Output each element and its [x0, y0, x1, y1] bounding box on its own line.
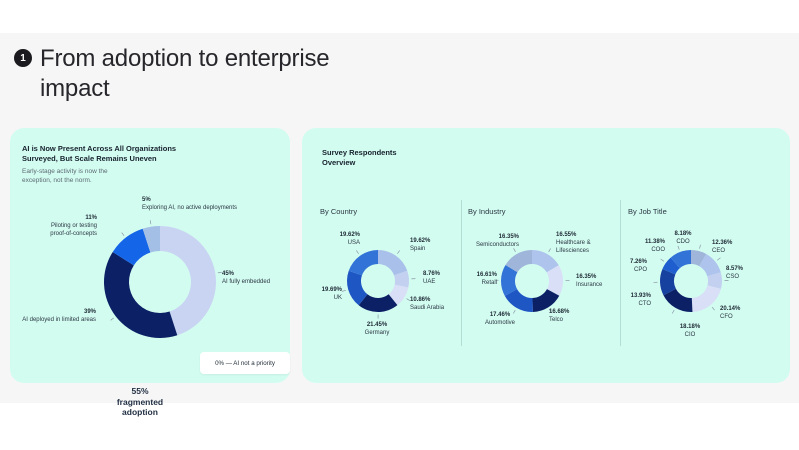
- label-usa: 19.62% USA: [339, 232, 360, 246]
- label-spain: 19.62% Spain: [410, 238, 431, 252]
- adoption-panel: AI is Now Present Across All Organizatio…: [10, 128, 290, 417]
- label-insurance: 16.35% Insurance: [576, 274, 603, 288]
- label-saudi-arabia: 10.86% Saudi Arabia: [410, 297, 445, 311]
- page-title: From adoption to enterprise impact: [40, 45, 330, 102]
- survey-panel-title: Survey Respondents Overview: [322, 148, 397, 167]
- label-automotive: 17.46% Automotive: [484, 312, 515, 326]
- label-cdo: 8.18% CDO: [674, 231, 692, 245]
- label-semiconductors: 16.35% Semiconductors: [475, 234, 519, 248]
- label-piloting: 11% Piloting or testing proof-of-concept…: [50, 215, 97, 237]
- adoption-panel-subtitle: Early-stage activity is now the exceptio…: [22, 168, 108, 184]
- label-coo: 11.38% COO: [644, 239, 665, 253]
- label-cfo: 20.14% CFO: [720, 306, 741, 320]
- job-title-donut-chart: [651, 241, 731, 326]
- label-uae: 8.76% UAE: [423, 271, 441, 285]
- adoption-panel-title: AI is Now Present Across All Organizatio…: [22, 144, 177, 163]
- label-cio: 18.18% CIO: [679, 324, 701, 338]
- label-germany: 21.45% Germany: [364, 322, 390, 336]
- header: 1 From adoption to enterprise impact: [14, 44, 410, 104]
- divider: [620, 200, 621, 346]
- section-by-industry: By Industry: [468, 207, 506, 216]
- label-healthcare: 16.55% Healthcare & Lifesciences: [556, 232, 591, 254]
- industry-donut-chart: [492, 241, 572, 326]
- divider: [461, 200, 462, 346]
- section-by-job-title: By Job Title: [628, 207, 667, 216]
- label-uk: 19.69% UK: [321, 287, 342, 301]
- label-deployed: 39% AI deployed in limited areas: [22, 309, 96, 323]
- label-cto: 13.93% CTO: [630, 293, 651, 307]
- adoption-donut-chart: [80, 212, 240, 377]
- section-by-country: By Country: [320, 207, 358, 216]
- label-embedded: 45% AI fully embedded: [222, 271, 271, 285]
- survey-panel: Survey Respondents Overview By Country B…: [302, 128, 790, 383]
- note-pill: 0% — AI not a priority: [200, 352, 290, 374]
- label-ceo: 12.36% CEO: [712, 240, 733, 254]
- label-cpo: 7.26% CPO: [629, 259, 647, 273]
- label-cso: 8.57% CSO: [726, 266, 744, 280]
- step-badge: 1: [14, 49, 32, 67]
- donut-center-label: 55% fragmented adoption: [116, 386, 164, 417]
- label-retail: 16.61% Retail: [476, 272, 497, 286]
- country-donut-chart: [338, 241, 418, 326]
- label-telco: 16.68% Telco: [549, 309, 570, 323]
- label-exploring: 5% Exploring AI, no active deployments: [142, 197, 238, 211]
